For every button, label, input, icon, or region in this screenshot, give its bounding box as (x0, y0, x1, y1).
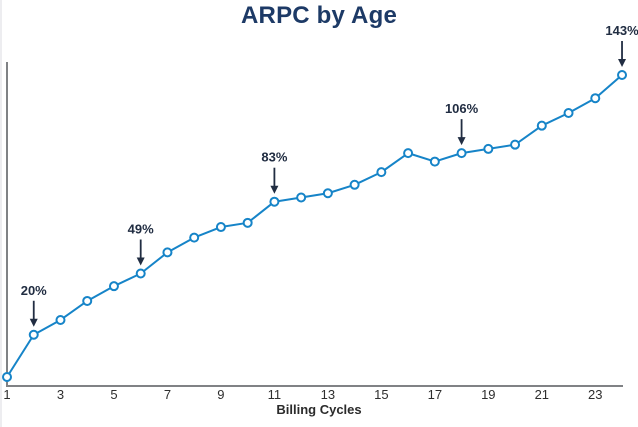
chart-title: ARPC by Age (241, 2, 397, 29)
data-point-marker (483, 143, 494, 154)
x-tick-label: 19 (481, 387, 495, 402)
data-point-marker (55, 314, 66, 325)
data-point-marker (242, 217, 253, 228)
data-point-marker (269, 196, 280, 207)
data-point-marker (536, 120, 547, 131)
data-point-marker (376, 167, 387, 178)
x-tick-label: 7 (164, 387, 171, 402)
data-point-marker (590, 93, 601, 104)
data-point-marker (135, 268, 146, 279)
data-point-marker (215, 222, 226, 233)
annotation-label: 143% (605, 23, 638, 38)
annotation-arrowhead (29, 318, 38, 327)
data-point-marker (296, 192, 307, 203)
x-tick-label: 15 (374, 387, 388, 402)
data-point-marker (617, 69, 628, 80)
data-point-marker (2, 372, 12, 382)
data-point-marker (403, 148, 414, 159)
x-tick-label: 23 (588, 387, 602, 402)
annotation-label: 83% (261, 150, 287, 165)
data-point-marker (563, 108, 574, 118)
data-point-marker (108, 281, 119, 292)
data-point-marker (82, 295, 93, 306)
annotation-arrowhead (270, 185, 279, 194)
x-tick-label: 13 (321, 387, 335, 402)
x-tick-label: 1 (3, 387, 10, 402)
x-tick-label: 21 (535, 387, 549, 402)
data-point-marker (322, 188, 333, 199)
annotation-arrowhead (457, 137, 466, 146)
data-point-marker (456, 148, 467, 159)
annotation-label: 20% (21, 283, 47, 298)
x-tick-label: 17 (428, 387, 442, 402)
x-tick-label: 5 (110, 387, 117, 402)
x-tick-label: 9 (217, 387, 224, 402)
data-point-marker (189, 232, 200, 243)
data-point-marker (510, 139, 521, 150)
data-point-marker (429, 156, 440, 167)
x-tick-label: 11 (268, 387, 282, 402)
annotation-label: 49% (128, 222, 154, 237)
annotation-arrowhead (136, 257, 145, 266)
x-axis-label: Billing Cycles (276, 402, 362, 417)
annotation-arrowhead (618, 58, 627, 67)
left-edge-border (0, 0, 2, 427)
data-point-marker (28, 329, 39, 340)
data-point-marker (349, 179, 360, 190)
x-tick-label: 3 (57, 387, 64, 402)
data-point-marker (162, 247, 173, 258)
annotation-label: 106% (445, 101, 479, 116)
line-series (6, 74, 623, 378)
